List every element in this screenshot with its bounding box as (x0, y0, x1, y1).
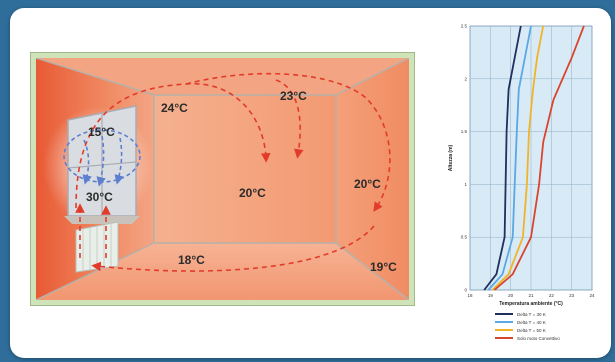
y-tick-label: 1 (464, 182, 467, 187)
window-transom (67, 161, 137, 169)
chart-svg: 18 19 20 21 22 23 24 0 0.5 1 1.5 2 2.5 Temperatura am… (448, 24, 595, 308)
chart-legend: Delta T = 30 K Delta T = 40 K Delta T = … (495, 310, 560, 342)
legend-label: Delta T = 40 K (517, 319, 546, 325)
back-wall (154, 95, 336, 243)
legend-label: Delta T = 50 K (517, 327, 546, 333)
legend-item: Solo moto Convettivo (495, 334, 560, 342)
legend-swatch (495, 321, 513, 323)
x-tick-label: 19 (488, 293, 494, 298)
temp-label-radiator: 30°C (86, 190, 113, 204)
legend-swatch (495, 329, 513, 331)
y-tick-label: 1.5 (461, 129, 468, 134)
y-tick-label: 2 (464, 76, 467, 81)
temperature-profile-chart: 18 19 20 21 22 23 24 0 0.5 1 1.5 2 2.5 Temperatura am… (440, 18, 602, 336)
x-tick-label: 20 (508, 293, 514, 298)
y-tick-label: 0 (464, 288, 467, 293)
x-tick-label: 22 (549, 293, 555, 298)
legend-swatch (495, 337, 513, 339)
series-line (487, 25, 532, 291)
temp-label-top-left: 24°C (161, 101, 188, 115)
room-edges (36, 58, 409, 300)
radiator (75, 221, 119, 273)
legend-label: Delta T = 30 K (517, 311, 546, 317)
y-tick-label: 0.5 (461, 235, 468, 240)
y-tick-label: 2.5 (461, 24, 468, 29)
y-axis-label: Altezza (m) (448, 144, 454, 171)
x-axis-label: Temperatura ambiente (°C) (499, 301, 563, 307)
x-tick-label: 18 (467, 293, 473, 298)
x-tick-label: 24 (589, 293, 595, 298)
cold-air-flow (63, 129, 141, 187)
legend-item: Delta T = 50 K (495, 326, 560, 334)
warm-air-flow (75, 72, 391, 272)
legend-label: Solo moto Convettivo (517, 335, 560, 341)
legend-swatch (495, 313, 513, 315)
window-sill (64, 216, 140, 224)
temp-label-floor: 18°C (178, 253, 205, 267)
x-tick-label: 21 (528, 293, 534, 298)
x-tick-label: 23 (569, 293, 575, 298)
temp-label-bottom-right: 19°C (370, 260, 397, 274)
temp-label-top-right: 23°C (280, 89, 307, 103)
legend-item: Delta T = 40 K (495, 318, 560, 326)
series-line (483, 25, 522, 291)
legend-item: Delta T = 30 K (495, 310, 560, 318)
temp-label-window-top: 15°C (88, 125, 115, 139)
temp-label-right-wall: 20°C (354, 177, 381, 191)
series-line (491, 25, 545, 291)
temp-label-center: 20°C (239, 186, 266, 200)
room-temperature-diagram: 24°C 23°C 15°C 30°C 20°C 20°C 18°C 19°C (36, 58, 409, 300)
series-line (493, 25, 585, 291)
right-wall (336, 58, 409, 300)
